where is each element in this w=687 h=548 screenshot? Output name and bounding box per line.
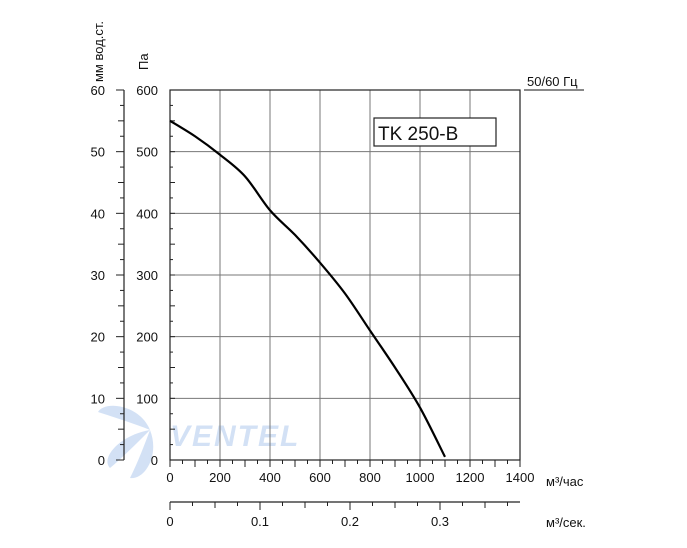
model-label-box: TK 250-B [373,117,497,147]
x-m3h-tick-label: 0 [166,470,173,485]
x-axis-m3s-label: м³/сек. [546,515,586,530]
x-m3s-tick-label: 0.3 [431,514,449,529]
fan-blade-icon [98,405,154,479]
y-pa-tick-label: 400 [136,206,158,221]
watermark-logo: VENTEL [98,405,300,479]
performance-curve [169,119,446,458]
y-mm-tick-label: 20 [91,330,105,345]
x-axis-m3h-label: м³/час [546,474,584,489]
x-m3s-tick-label: 0.2 [341,514,359,529]
x-m3h-tick-label: 1200 [456,470,485,485]
x-m3h-tick-label: 400 [259,470,281,485]
y-pa-tick-label: 100 [136,391,158,406]
y-mm-tick-label: 0 [98,453,105,468]
frequency-label: 50/60 Гц [527,74,578,89]
y-mm-tick-label: 60 [91,83,105,98]
grid [170,90,520,460]
axes [116,89,521,510]
x-m3h-tick-label: 1400 [506,470,535,485]
y-mm-tick-label: 30 [91,268,105,283]
x-m3s-tick-label: 0.1 [251,514,269,529]
y-pa-tick-label: 500 [136,145,158,160]
y-pa-tick-label: 600 [136,83,158,98]
y-pa-tick-label: 200 [136,330,158,345]
y-mm-tick-label: 40 [91,206,105,221]
y-pa-tick-label: 300 [136,268,158,283]
x-m3h-tick-label: 600 [309,470,331,485]
y-axis-mm-label: мм вод.ст. [91,21,106,82]
frequency-label-group: 50/60 Гц [524,74,584,91]
x-m3s-tick-label: 0 [166,514,173,529]
y-pa-tick-label: 0 [151,453,158,468]
model-label: TK 250-B [378,124,458,145]
x-m3h-tick-label: 1000 [406,470,435,485]
y-axis-pa-label: Па [136,53,151,70]
tick-labels: 0 200 400 600 800 1000 1200 1400010020030040050… [91,83,535,529]
x-m3h-tick-label: 200 [209,470,231,485]
watermark-text: VENTEL [170,420,300,453]
x-m3h-tick-label: 800 [359,470,381,485]
y-mm-tick-label: 50 [91,145,105,160]
y-mm-tick-label: 10 [91,391,105,406]
